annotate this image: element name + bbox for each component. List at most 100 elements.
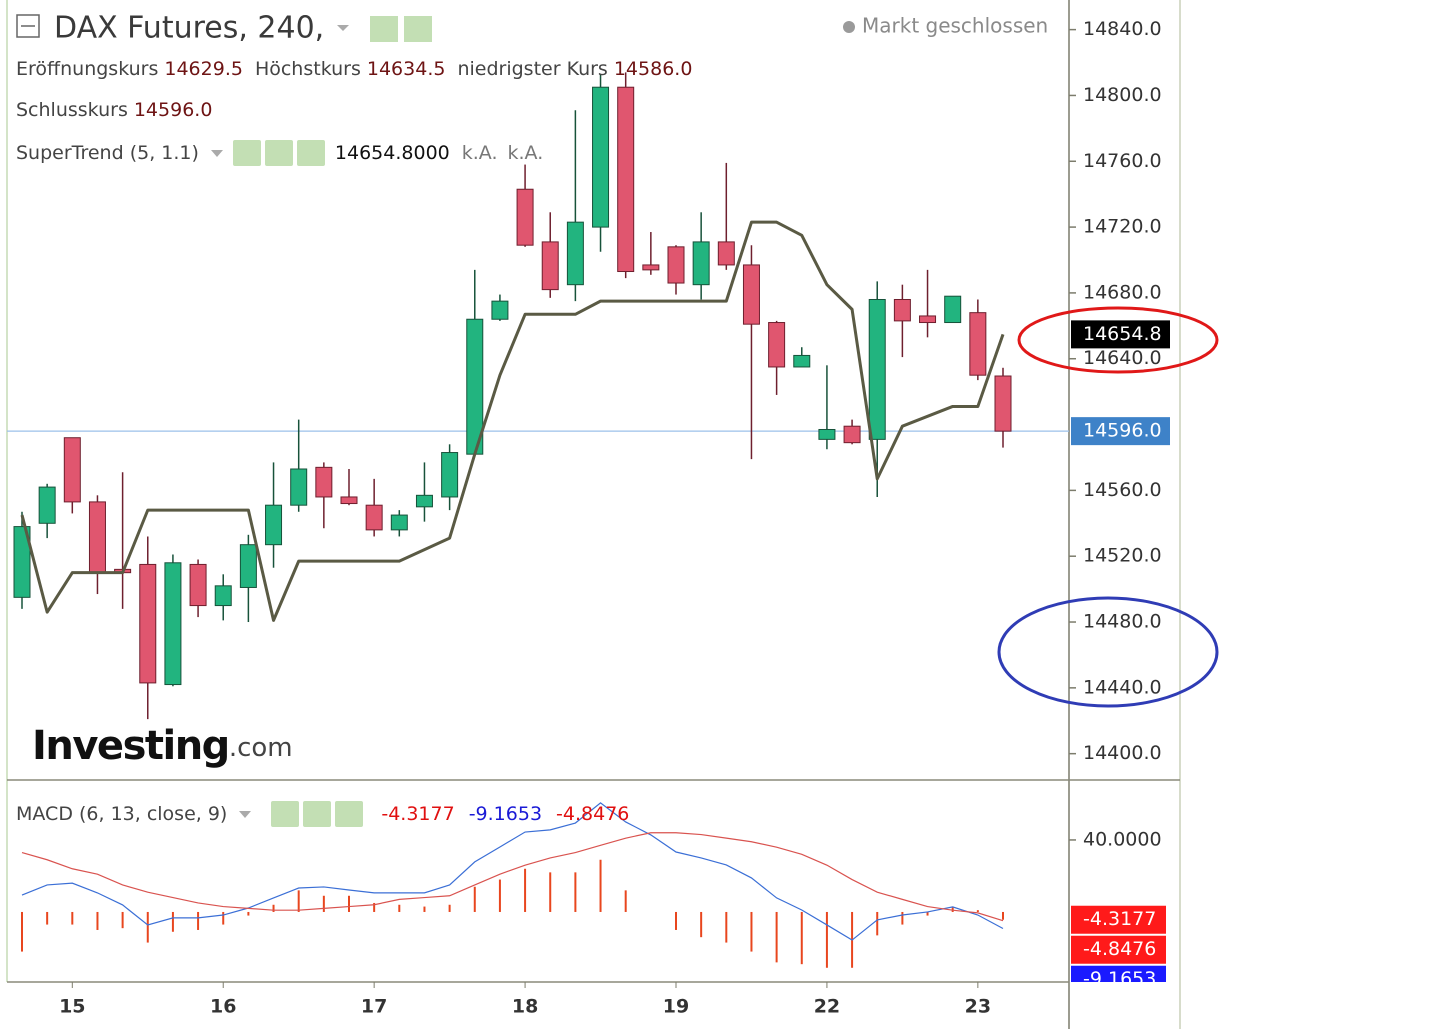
candle-body — [919, 315, 937, 324]
candle-body — [491, 300, 509, 320]
y-tick-label: 14520.0 — [1083, 545, 1162, 567]
candle-body — [969, 312, 987, 376]
settings-icon[interactable] — [404, 16, 432, 42]
macd-value-label: -9.1653 — [1083, 968, 1156, 990]
candle-body — [768, 322, 786, 368]
legend-label: Höchstkurs — [254, 58, 361, 80]
candle-body — [944, 295, 962, 324]
candle-body — [516, 188, 534, 246]
y-tick-label: 14480.0 — [1083, 611, 1162, 633]
candle-body — [63, 437, 81, 503]
remove-icon[interactable] — [296, 140, 325, 166]
indicator-extra: k.A. — [461, 142, 498, 164]
candle-body — [843, 425, 861, 444]
watermark-brand: Investing — [32, 723, 229, 769]
macd-value-box — [1071, 965, 1166, 982]
y-tick-label: 14720.0 — [1083, 216, 1162, 238]
ohlc-legend: Eröffnungskurs 14629.5 Höchstkurs 14634.5 … — [16, 58, 704, 80]
candle-body — [340, 496, 358, 505]
macd-axis-boxes: -4.3177 -4.8476 -9.1653 — [1071, 905, 1166, 990]
candle-body — [189, 563, 207, 607]
legend-value: 14596.0 — [133, 99, 213, 121]
close-legend: Schlusskurs 14596.0 — [16, 99, 224, 121]
legend-value: 14586.0 — [613, 58, 693, 80]
visibility-icon[interactable] — [271, 801, 300, 827]
y-tick-label: 14800.0 — [1083, 84, 1162, 106]
indicator-legend: SuperTrend (5, 1.1) 14654.8000 k.A. k.A. — [16, 140, 543, 166]
annotation-ellipse-blue — [997, 596, 1219, 708]
dropdown-caret[interactable] — [239, 810, 252, 818]
macd-value-box — [1071, 905, 1166, 934]
candle-body — [868, 298, 886, 440]
menu-icon[interactable] — [16, 14, 40, 38]
watermark-suffix: .com — [229, 733, 293, 763]
candle-body — [793, 354, 811, 368]
indicator-name: SuperTrend (5, 1.1) — [16, 142, 199, 164]
indicator-icons — [232, 140, 325, 166]
candle-body — [315, 466, 333, 498]
candle-body — [541, 241, 559, 291]
settings-icon[interactable] — [264, 140, 293, 166]
x-tick-label: 15 — [59, 996, 85, 1018]
status-dot — [843, 21, 855, 33]
indicator-value: 14654.8000 — [334, 142, 450, 164]
candle-body — [893, 298, 911, 322]
dropdown-caret[interactable] — [210, 149, 223, 157]
x-tick-label: 19 — [663, 996, 689, 1018]
legend-label: Schlusskurs — [16, 99, 128, 121]
candle-body — [13, 526, 31, 598]
indicator-extra: k.A. — [507, 142, 544, 164]
macd-legend-value: -9.1653 — [468, 803, 543, 825]
y-tick-label: 14640.0 — [1083, 347, 1162, 369]
supertrend-price-label: 14654.8 — [1083, 323, 1162, 345]
macd-value-label: -4.8476 — [1083, 938, 1156, 960]
x-tick-label: 17 — [361, 996, 387, 1018]
y-tick-label: 14400.0 — [1083, 742, 1162, 764]
candle-body — [667, 246, 685, 284]
main-panel — [7, 72, 1069, 720]
x-tick-label: 22 — [814, 996, 840, 1018]
candle-body — [818, 428, 836, 440]
candle-body — [692, 241, 710, 286]
y-tick-label: 14840.0 — [1083, 18, 1162, 40]
macd-legend-value: -4.3177 — [381, 803, 455, 825]
annotation-ellipse-red — [1017, 306, 1219, 374]
legend-label: Eröffnungskurs — [16, 58, 159, 80]
y-tick-label: 14560.0 — [1083, 479, 1162, 501]
candle-body — [717, 241, 735, 266]
settings-icon[interactable] — [303, 801, 332, 827]
legend-label: niedrigster Kurs — [457, 58, 608, 80]
candle-body — [390, 514, 408, 531]
x-tick-label: 23 — [965, 996, 991, 1018]
candle-body — [290, 468, 308, 506]
candle-body — [742, 264, 760, 325]
candle-body — [139, 563, 157, 684]
axes: 14840.0 14800.0 14760.0 14720.0 14680.0 14640… — [59, 18, 1170, 1018]
candle-body — [214, 585, 232, 607]
dropdown-caret[interactable] — [337, 25, 349, 31]
candle-body — [642, 264, 660, 271]
last-price-box — [1071, 417, 1170, 446]
x-tick-label: 16 — [210, 996, 236, 1018]
candle-body — [415, 494, 433, 508]
candle-body — [164, 562, 182, 686]
macd-panel — [21, 802, 1004, 968]
remove-icon[interactable] — [335, 801, 364, 827]
supertrend-line — [20, 220, 1005, 622]
visibility-icon[interactable] — [370, 16, 398, 42]
legend-value: 14629.5 — [164, 58, 243, 80]
candle-body — [38, 486, 56, 524]
macd-line — [21, 832, 1004, 922]
macd-line — [21, 802, 1004, 941]
last-price-label: 14596.0 — [1083, 420, 1162, 442]
candle-body — [441, 452, 459, 498]
macd-value-box — [1071, 935, 1166, 964]
candle-body — [617, 86, 635, 273]
supertrend-price-box — [1071, 320, 1170, 349]
y-tick-label: 14440.0 — [1083, 676, 1162, 698]
candle-body — [265, 504, 283, 546]
visibility-icon[interactable] — [232, 140, 261, 166]
